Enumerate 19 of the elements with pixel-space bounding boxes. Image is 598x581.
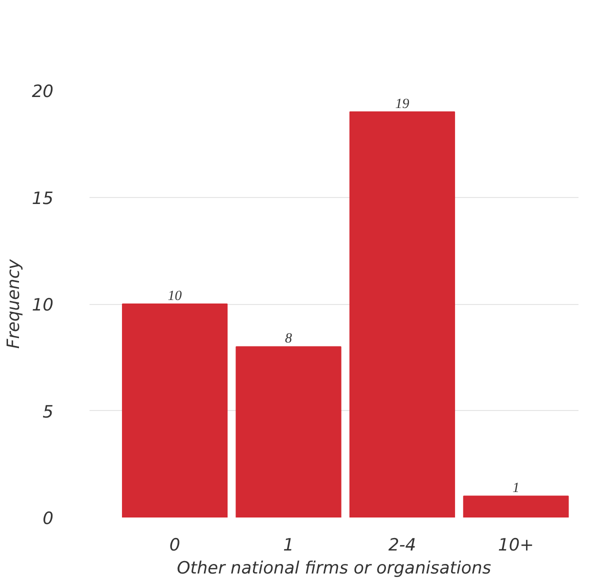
y-axis-title: Frequency <box>4 258 24 349</box>
y-tick-label: 10 <box>32 296 54 316</box>
bar <box>236 346 342 518</box>
y-tick-label: 0 <box>42 509 54 529</box>
data-label: 10 <box>168 289 182 304</box>
x-tick-label: 0 <box>169 536 180 556</box>
bar <box>122 304 228 518</box>
x-tick-label: 1 <box>283 536 294 556</box>
x-axis-title: Other national firms or organisations <box>176 558 492 578</box>
data-label: 19 <box>395 96 410 112</box>
bar <box>463 496 569 518</box>
data-label: 1 <box>512 481 520 496</box>
data-label: 8 <box>285 332 292 347</box>
y-tick-label: 5 <box>42 402 54 422</box>
y-tick-label: 15 <box>32 188 54 209</box>
x-tick-label: 2-4 <box>388 536 416 556</box>
y-tick-label: 20 <box>32 82 54 102</box>
bar <box>349 111 456 518</box>
x-tick-label: 10+ <box>498 536 534 556</box>
